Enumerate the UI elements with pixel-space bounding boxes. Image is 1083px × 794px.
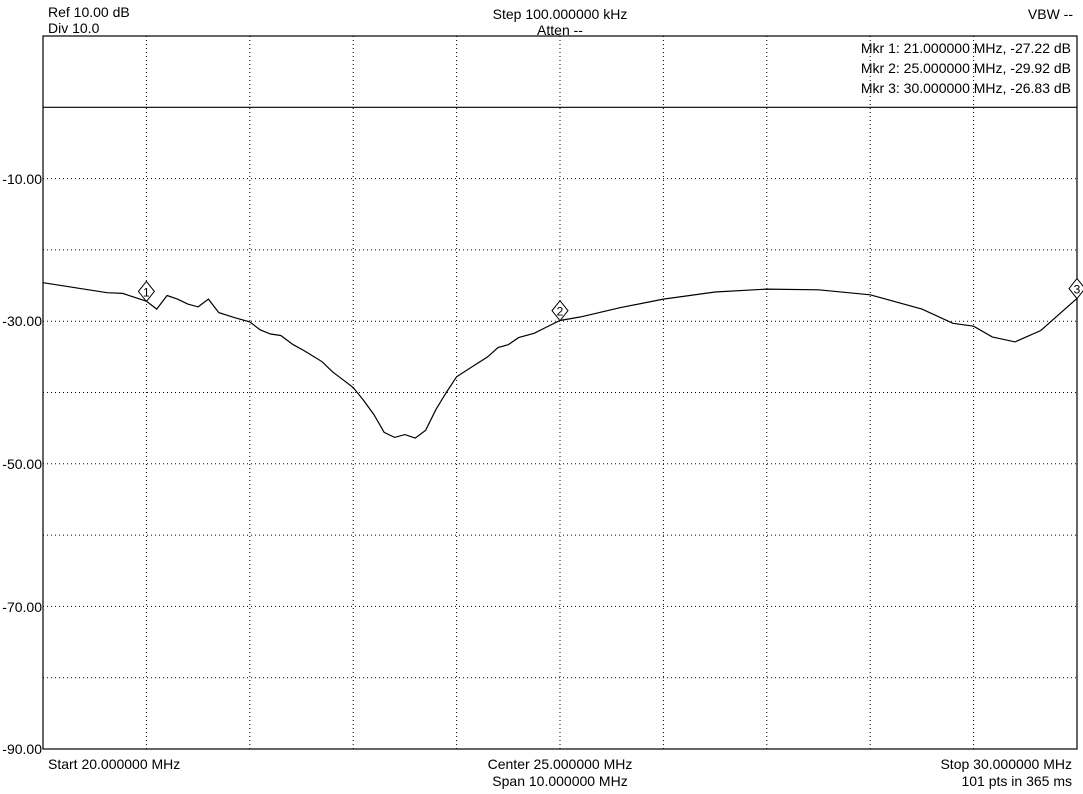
marker-number-3: 3 xyxy=(1074,283,1081,297)
atten-label: Atten -- xyxy=(537,22,583,38)
marker-readout-3: Mkr 3: 30.000000 MHz, -26.83 dB xyxy=(860,80,1071,96)
y-tick-label: -30.00 xyxy=(2,313,42,329)
marker-diamond-1 xyxy=(137,280,156,303)
y-tick-label: -10.00 xyxy=(2,171,42,187)
marker-number-2: 2 xyxy=(557,305,564,319)
div-label: Div 10.0 xyxy=(48,20,100,36)
step-label: Step 100.000000 kHz xyxy=(492,6,628,22)
points-label: 101 pts in 365 ms xyxy=(961,773,1072,789)
plot-border xyxy=(42,35,1078,750)
y-tick-label: -50.00 xyxy=(2,456,42,472)
span-label: Span 10.000000 MHz xyxy=(492,773,628,789)
marker-number-1: 1 xyxy=(143,285,150,299)
y-tick-label: -90.00 xyxy=(2,741,42,757)
marker-diamond-2 xyxy=(551,299,569,322)
vbw-label: VBW -- xyxy=(1027,6,1073,22)
marker-readout-1: Mkr 1: 21.000000 MHz, -27.22 dB xyxy=(860,40,1071,56)
marker-diamond-3 xyxy=(1068,277,1083,300)
trace-line xyxy=(42,282,1078,439)
stop-freq-label: Stop 30.000000 MHz xyxy=(940,756,1072,772)
y-tick-label: -70.00 xyxy=(2,599,42,615)
start-freq-label: Start 20.000000 MHz xyxy=(48,756,181,772)
center-freq-label: Center 25.000000 MHz xyxy=(487,756,633,772)
ref-level-label: Ref 10.00 dB xyxy=(48,4,130,20)
marker-readout-2: Mkr 2: 25.000000 MHz, -29.92 dB xyxy=(860,60,1071,76)
